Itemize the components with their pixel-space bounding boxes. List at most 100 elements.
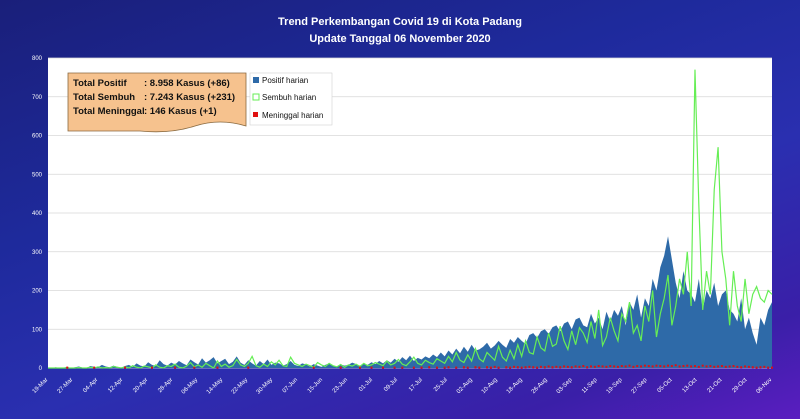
summary-box: Total Positif : 8.958 Kasus (+86) Total …	[67, 72, 247, 133]
legend-sembuh-label: Sembuh harian	[262, 93, 316, 102]
series-meninggal-point	[605, 365, 608, 368]
y-tick-label: 200	[32, 289, 43, 295]
series-layer	[48, 69, 773, 369]
series-meninggal-point	[578, 365, 581, 368]
series-meninggal-point	[720, 365, 723, 368]
series-meninggal-point	[728, 365, 731, 368]
series-meninggal-point	[493, 365, 496, 368]
series-meninggal-point	[601, 365, 604, 368]
x-tick-label: 20-Apr	[132, 377, 149, 394]
series-meninggal-point	[428, 366, 431, 369]
x-tick-label: 02-Aug	[456, 377, 474, 395]
series-meninggal-point	[93, 366, 96, 369]
summary-meninggal-value: : 146 Kasus (+1)	[144, 106, 217, 117]
series-meninggal-point	[547, 365, 550, 368]
legend-meninggal-swatch	[253, 112, 258, 117]
series-meninggal-point	[551, 366, 554, 369]
series-meninggal-point	[393, 366, 396, 369]
series-meninggal-point	[590, 365, 592, 368]
x-tick-label: 19-Sep	[606, 377, 624, 395]
x-tick-label: 30-May	[256, 377, 274, 395]
summary-meninggal-label: Total Meninggal	[73, 106, 145, 117]
series-meninggal-point	[740, 366, 743, 369]
x-tick-label: 22-May	[231, 377, 249, 395]
series-meninggal-point	[767, 366, 770, 369]
series-meninggal-point	[516, 366, 519, 369]
x-tick-label: 13-Oct	[682, 377, 699, 394]
series-meninggal-point	[520, 366, 523, 369]
series-meninggal-point	[509, 366, 512, 369]
series-meninggal-point	[447, 366, 450, 369]
x-tick-label: 04-Apr	[82, 377, 99, 394]
y-tick-label: 100	[32, 327, 43, 333]
series-meninggal-point	[628, 364, 631, 367]
series-meninggal-point	[420, 366, 423, 369]
x-tick-label: 06-May	[181, 377, 199, 395]
x-tick-label: 11-Sep	[581, 377, 599, 395]
x-tick-label: 01-Jul	[358, 377, 374, 393]
series-meninggal-point	[651, 365, 654, 368]
series-meninggal-point	[532, 366, 535, 369]
series-meninggal-point	[717, 365, 720, 368]
x-tick-label: 27-Sep	[631, 377, 649, 395]
x-tick-label: 12-Apr	[107, 377, 124, 394]
x-tick-label: 23-Jun	[332, 377, 349, 394]
series-meninggal-point	[586, 366, 589, 369]
summary-sembuh-value: : 7.243 Kasus (+231)	[144, 92, 235, 103]
x-tick-label: 14-May	[206, 377, 224, 395]
series-meninggal-point	[412, 366, 415, 369]
y-tick-label: 300	[32, 250, 43, 256]
x-tick-label: 26-Aug	[531, 377, 549, 395]
y-tick-label: 0	[39, 366, 43, 372]
series-meninggal-point	[555, 365, 558, 368]
legend-positif-swatch	[253, 77, 259, 83]
legend-sembuh-swatch	[252, 93, 260, 101]
series-meninggal-point	[401, 366, 404, 369]
series-meninggal-point	[435, 366, 438, 369]
summary-positif-value: : 8.958 Kasus (+86)	[144, 78, 230, 89]
legend-positif-label: Positif harian	[262, 76, 308, 85]
series-meninggal-point	[174, 366, 177, 369]
series-meninggal-point	[524, 366, 527, 369]
series-meninggal-point	[216, 366, 219, 369]
series-meninggal-point	[150, 366, 153, 369]
series-meninggal-point	[763, 365, 766, 368]
series-meninggal-point	[124, 366, 127, 369]
legend-meninggal-label: Meninggal harian	[262, 111, 323, 120]
series-meninggal-point	[486, 366, 489, 369]
series-meninggal-point	[466, 366, 469, 369]
x-tick-label: 27-Mar	[57, 377, 75, 395]
series-meninggal-point	[539, 365, 542, 368]
series-meninggal-point	[659, 365, 662, 368]
series-meninggal-point	[582, 365, 585, 368]
series-meninggal-point	[462, 366, 465, 369]
series-meninggal-point	[705, 365, 708, 368]
series-meninggal-point	[690, 365, 693, 368]
series-meninggal-point	[358, 366, 361, 369]
series-meninggal-point	[478, 366, 481, 369]
series-meninggal-point	[759, 366, 762, 369]
series-meninggal-point	[505, 366, 508, 369]
series-meninggal-point	[474, 366, 477, 369]
series-meninggal-point	[339, 366, 342, 369]
series-meninggal-point	[771, 366, 773, 369]
x-tick-label: 15-Jun	[307, 377, 324, 394]
series-meninggal-point	[732, 365, 735, 368]
series-meninggal-point	[559, 366, 562, 369]
series-meninggal-point	[682, 365, 685, 368]
series-meninggal-point	[701, 364, 704, 367]
series-meninggal-point	[528, 365, 531, 368]
x-tick-label: 21-Oct	[707, 377, 724, 394]
series-meninggal-point	[382, 366, 385, 369]
series-meninggal-point	[597, 365, 600, 368]
chart-subtitle: Update Tanggal 06 November 2020	[309, 33, 491, 45]
series-meninggal-point	[66, 366, 69, 369]
x-tick-label: 18-Aug	[506, 377, 524, 395]
y-tick-label: 600	[32, 134, 43, 140]
series-meninggal-point	[566, 365, 569, 368]
x-tick-label: 06-Nov	[755, 377, 773, 395]
series-meninggal-point	[536, 366, 539, 369]
series-meninggal-point	[497, 366, 500, 369]
series-meninggal-point	[674, 364, 677, 367]
